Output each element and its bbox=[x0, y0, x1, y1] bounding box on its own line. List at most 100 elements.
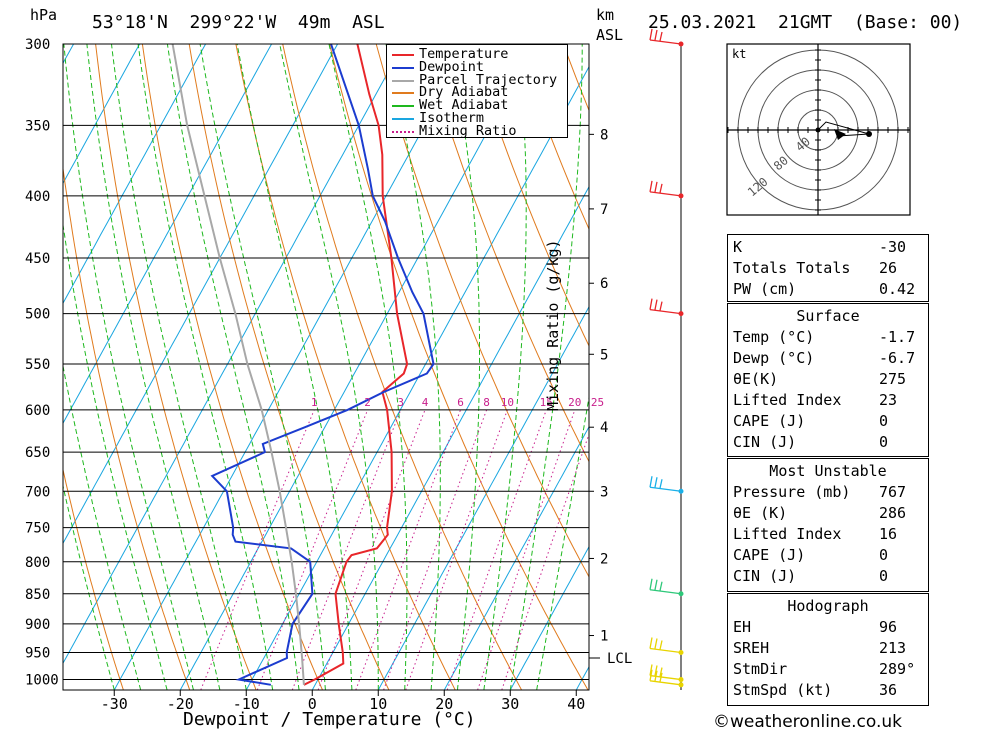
wet-adiabat-line bbox=[509, 44, 583, 690]
wet-adiabat-line bbox=[385, 44, 441, 690]
legend-label: Wet Adiabat bbox=[419, 97, 509, 114]
dewpoint-series-line bbox=[210, 44, 435, 686]
pressure-tick-label: 950 bbox=[25, 645, 50, 661]
legend-label: Dewpoint bbox=[419, 58, 485, 75]
wet-adiabat-line bbox=[536, 394, 589, 690]
copyright-link[interactable]: ©weatheronline.co.uk bbox=[713, 712, 903, 732]
index-row: CAPE (J) 0 bbox=[733, 546, 920, 567]
mixing-ratio-label: 25 bbox=[591, 396, 604, 409]
pressure-tick-label: 750 bbox=[25, 521, 50, 537]
general-indices-table: K -30 Totals Totals 26 PW (cm) 0.42 bbox=[727, 234, 929, 302]
dry-adiabat-line bbox=[328, 44, 589, 690]
station-location: 53°18'N 299°22'W 49m ASL bbox=[92, 12, 385, 33]
index-value: 23 bbox=[879, 391, 898, 409]
most-unstable-table: Most Unstable Pressure (mb) 767 θE (K) 286 Li… bbox=[727, 458, 929, 592]
index-value: -1.7 bbox=[879, 328, 916, 346]
isotherm-line bbox=[63, 44, 273, 425]
wet-adiabat-line bbox=[483, 44, 527, 690]
index-row: Pressure (mb) 767 bbox=[733, 483, 920, 504]
index-row: K -30 bbox=[733, 238, 920, 259]
mixing-ratio-line bbox=[200, 409, 315, 690]
height-tick-label: 4 bbox=[600, 420, 608, 436]
height-unit-km: km bbox=[596, 6, 615, 24]
x-tick-label: 40 bbox=[567, 695, 585, 713]
index-label: CAPE (J) bbox=[733, 546, 806, 564]
legend-item: Dewpoint bbox=[387, 58, 567, 75]
index-value: 275 bbox=[879, 370, 907, 388]
index-row: θE(K) 275 bbox=[733, 370, 920, 391]
wet-adiabat-line bbox=[328, 44, 408, 690]
wind-barb bbox=[649, 664, 682, 681]
wet-adiabat-line bbox=[279, 44, 379, 690]
height-tick-label: 6 bbox=[600, 276, 608, 292]
pressure-tick-label: 1000 bbox=[25, 673, 59, 689]
dry-adiabat-line bbox=[63, 467, 124, 690]
index-value: 0 bbox=[879, 546, 889, 564]
wet-adiabat-line bbox=[236, 44, 353, 690]
pressure-tick-label: 350 bbox=[25, 118, 50, 134]
mixing-ratio-label: 15 bbox=[540, 396, 553, 409]
index-label: StmDir bbox=[733, 660, 788, 678]
index-label: Totals Totals bbox=[733, 259, 851, 277]
x-tick-label: 20 bbox=[435, 695, 453, 713]
index-value: -30 bbox=[879, 238, 907, 256]
index-row: Temp (°C) -1.7 bbox=[733, 328, 920, 349]
index-row: Totals Totals 26 bbox=[733, 259, 920, 280]
legend-item: Parcel Trajectory bbox=[387, 72, 567, 88]
index-label: CIN (J) bbox=[733, 567, 797, 585]
dry-adiabat-line bbox=[141, 44, 323, 690]
index-label: SREH bbox=[733, 639, 770, 657]
surface-indices-table: Surface Temp (°C) -1.7 Dewp (°C) -6.7 θE(K) 27… bbox=[727, 303, 929, 457]
isotherm-line bbox=[113, 44, 471, 690]
legend-item: Wet Adiabat bbox=[387, 97, 567, 114]
sounding-datetime: 25.03.2021 21GMT (Base: 00) bbox=[648, 12, 963, 33]
hodograph-trace bbox=[817, 121, 870, 137]
legend-item: Mixing Ratio bbox=[387, 123, 567, 139]
wet-adiabat-line bbox=[63, 363, 142, 690]
pressure-tick-label: 800 bbox=[25, 555, 50, 571]
legend-item: Temperature bbox=[387, 46, 567, 62]
chart-legend: Temperature Dewpoint Parcel Trajectory Dry … bbox=[386, 44, 568, 139]
wind-barb bbox=[649, 637, 682, 654]
index-label: PW (cm) bbox=[733, 280, 797, 298]
index-label: Dewp (°C) bbox=[733, 349, 815, 367]
wet-adiabat-line bbox=[86, 44, 221, 690]
wet-adiabat-line bbox=[166, 44, 300, 690]
wet-adiabat-line bbox=[110, 44, 247, 690]
height-unit-asl: ASL bbox=[596, 26, 624, 44]
index-label: Temp (°C) bbox=[733, 328, 815, 346]
wind-barb bbox=[649, 180, 682, 197]
dry-adiabat-line bbox=[516, 44, 589, 231]
x-tick-label: 0 bbox=[308, 695, 317, 713]
isotherm-line bbox=[311, 185, 589, 690]
pressure-tick-label: 650 bbox=[25, 445, 50, 461]
index-value: 26 bbox=[879, 259, 898, 277]
isotherm-line bbox=[443, 425, 589, 690]
legend-swatch bbox=[392, 66, 414, 69]
pressure-unit-label: hPa bbox=[30, 6, 58, 24]
index-row: CIN (J) 0 bbox=[733, 567, 920, 588]
dry-adiabat-line bbox=[95, 44, 257, 690]
index-row: Lifted Index 23 bbox=[733, 391, 920, 412]
index-row: PW (cm) 0.42 bbox=[733, 280, 920, 301]
index-row: Lifted Index 16 bbox=[733, 525, 920, 546]
pressure-tick-label: 450 bbox=[25, 251, 50, 267]
index-value: 286 bbox=[879, 504, 907, 522]
isotherm-line bbox=[63, 44, 207, 305]
wet-adiabat-line bbox=[63, 44, 194, 690]
legend-swatch bbox=[392, 118, 414, 120]
index-label: StmSpd (kt) bbox=[733, 681, 833, 699]
index-row: EH 96 bbox=[733, 618, 920, 639]
index-value: 767 bbox=[879, 483, 907, 501]
table-section-title: Hodograph bbox=[787, 597, 869, 615]
index-label: Lifted Index bbox=[733, 525, 842, 543]
legend-label: Temperature bbox=[419, 46, 509, 62]
index-value: 0 bbox=[879, 567, 889, 585]
pressure-tick-label: 700 bbox=[25, 484, 50, 500]
index-value: 213 bbox=[879, 639, 907, 657]
isotherm-line bbox=[0, 26, 17, 690]
dry-adiabat-line bbox=[235, 44, 456, 690]
isotherm-line bbox=[377, 305, 589, 690]
x-tick-label: -20 bbox=[167, 695, 194, 713]
